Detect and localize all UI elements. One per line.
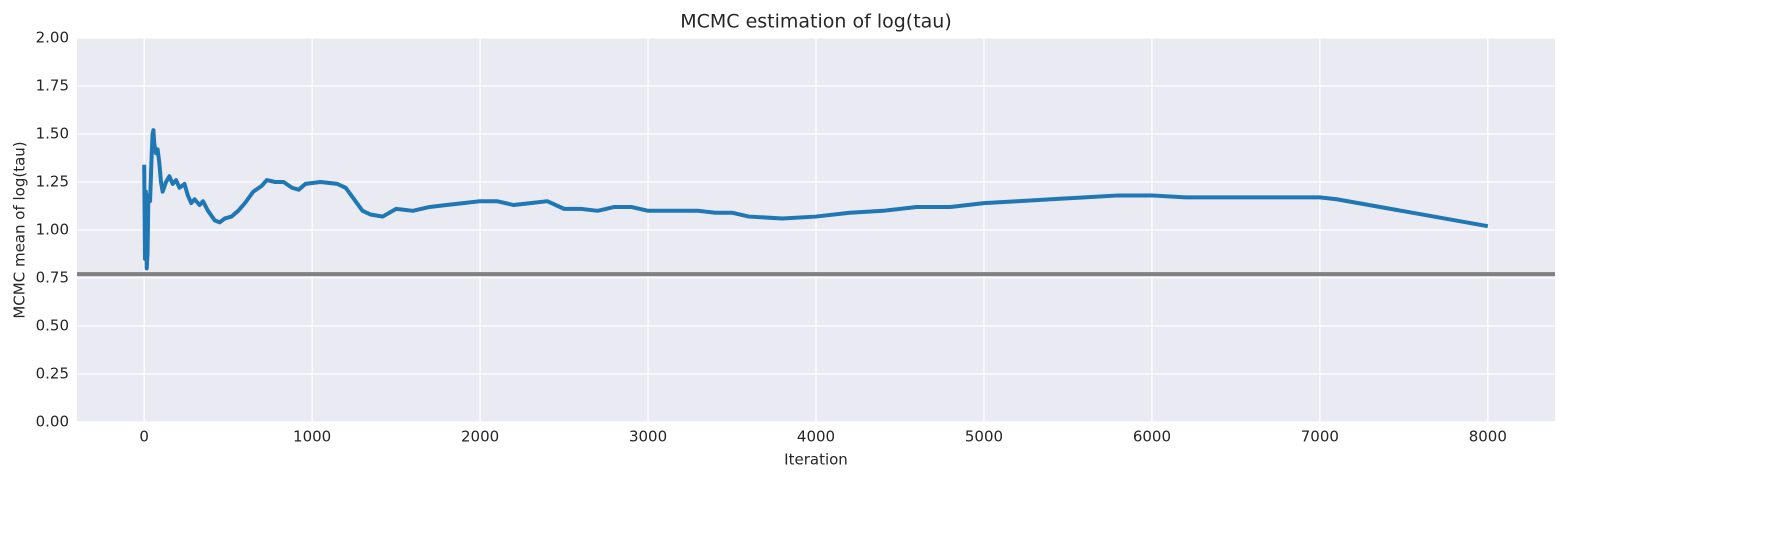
x-tick-label: 8000 (1469, 428, 1507, 446)
y-axis-label: MCMC mean of log(tau) (11, 141, 29, 318)
y-tick-label: 2.00 (36, 29, 69, 47)
x-axis-label: Iteration (784, 451, 848, 469)
x-tick-label: 4000 (797, 428, 835, 446)
y-tick-label: 1.75 (36, 77, 69, 95)
x-tick-label: 0 (139, 428, 149, 446)
x-tick-label: 2000 (461, 428, 499, 446)
x-tick-label: 6000 (1133, 428, 1171, 446)
x-tick-label: 1000 (293, 428, 331, 446)
x-tick-label: 7000 (1301, 428, 1339, 446)
x-tick-label: 5000 (965, 428, 1003, 446)
y-tick-label: 0.50 (36, 317, 69, 335)
data-line (142, 128, 1489, 271)
chart-title: MCMC estimation of log(tau) (680, 11, 952, 33)
y-tick-label: 0.75 (36, 269, 69, 287)
y-tick-label: 0.00 (36, 413, 69, 431)
x-tick-label: 3000 (629, 428, 667, 446)
y-tick-label: 1.25 (36, 173, 69, 191)
y-tick-label: 0.25 (36, 365, 69, 383)
y-tick-label: 1.50 (36, 125, 69, 143)
y-tick-label: 1.00 (36, 221, 69, 239)
